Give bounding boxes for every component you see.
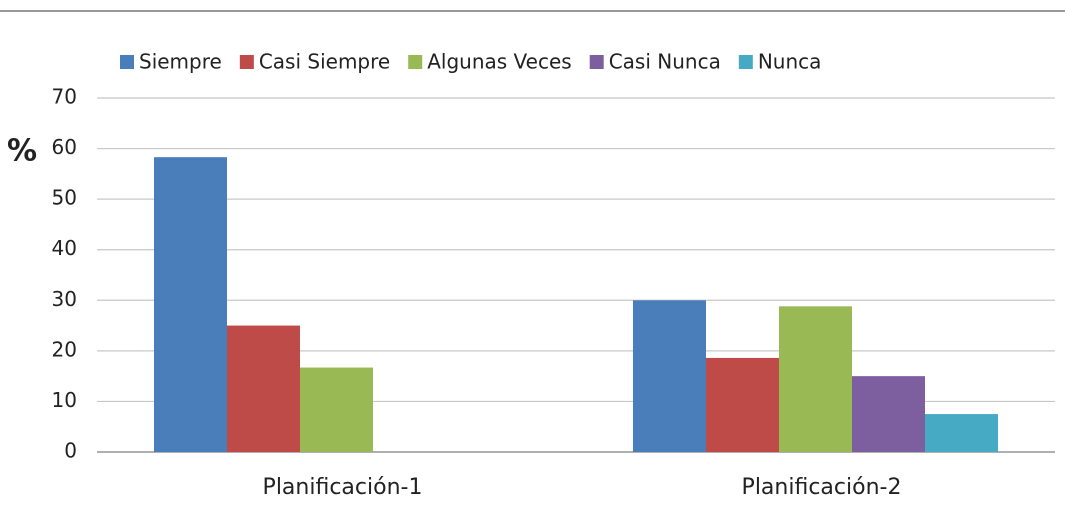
legend-swatch xyxy=(738,55,753,69)
legend-swatch xyxy=(408,55,423,69)
legend-swatch xyxy=(239,55,254,69)
bar xyxy=(779,306,852,452)
x-tick-label: Planificación-2 xyxy=(742,475,902,500)
legend-label: Nunca xyxy=(758,50,822,74)
bar xyxy=(227,325,300,452)
bar xyxy=(925,414,998,452)
legend-swatch xyxy=(120,55,134,69)
legend-label: Casi Nunca xyxy=(609,50,721,74)
y-axis-label: % xyxy=(7,134,37,169)
y-tick-label: 0 xyxy=(64,439,77,463)
bar xyxy=(706,357,779,452)
y-tick-label: 40 xyxy=(52,236,77,260)
x-tick-label: Planificación-1 xyxy=(263,475,423,500)
y-tick-label: 20 xyxy=(52,337,77,361)
bar xyxy=(633,300,706,452)
y-tick-label: 30 xyxy=(52,287,77,311)
y-tick-label: 70 xyxy=(52,85,77,109)
legend-swatch xyxy=(589,55,604,69)
y-tick-label: 60 xyxy=(52,135,77,159)
legend-label: Siempre xyxy=(139,50,222,74)
bar xyxy=(300,367,373,452)
y-tick-label: 50 xyxy=(52,186,77,210)
legend-label: Casi Siempre xyxy=(259,50,390,74)
y-tick-label: 10 xyxy=(52,388,77,412)
bar xyxy=(852,376,925,452)
legend-label: Algunas Veces xyxy=(427,50,571,74)
bar xyxy=(154,157,227,452)
